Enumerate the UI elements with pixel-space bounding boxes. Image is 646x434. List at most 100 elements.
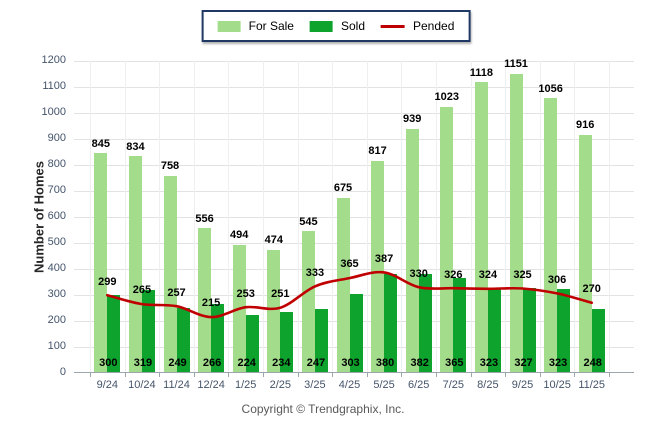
bar-sold [314, 308, 328, 373]
x-axis-tick [124, 373, 126, 377]
for-sale-value-label: 845 [91, 137, 110, 150]
x-tick-label: 5/25 [373, 379, 395, 391]
sold-value-label: 234 [272, 357, 291, 370]
for-sale-value-label: 474 [264, 234, 283, 247]
bar-sold [245, 314, 259, 373]
x-axis-tick [539, 373, 541, 377]
x-axis-tick [609, 373, 610, 377]
h-gridline [74, 217, 634, 218]
sold-value-label: 319 [133, 357, 153, 370]
pended-value-label: 326 [444, 268, 463, 281]
y-tick-label: 500 [47, 236, 66, 248]
pended-value-label: 215 [201, 297, 221, 310]
h-gridline [74, 243, 634, 244]
pended-line-swatch-icon [381, 24, 406, 28]
x-tick-label: 7/25 [442, 379, 465, 391]
x-axis-tick [332, 373, 334, 377]
x-axis-tick [574, 373, 576, 377]
legend-label-for-sale: For Sale [248, 19, 294, 33]
sold-value-label: 323 [548, 357, 568, 370]
y-tick-label: 1200 [41, 54, 66, 66]
bar-for-sale [544, 98, 558, 373]
legend-item-for-sale: For Sale [217, 19, 294, 33]
bar-for-sale [267, 249, 281, 373]
v-gridline [539, 61, 541, 373]
for-sale-value-label: 758 [160, 160, 180, 173]
legend: For Sale Sold Pended [201, 10, 471, 42]
v-gridline [470, 61, 472, 373]
x-tick-label: 2/25 [269, 379, 292, 391]
v-gridline [609, 61, 610, 373]
for-sale-value-label: 545 [299, 215, 318, 228]
sold-value-label: 266 [202, 357, 222, 370]
v-gridline [193, 61, 195, 373]
bar-for-sale [405, 128, 419, 373]
x-axis-line [74, 372, 634, 373]
for-sale-value-label: 1023 [434, 91, 460, 104]
pended-value-label: 387 [374, 252, 394, 265]
for-sale-value-label: 939 [403, 113, 422, 126]
y-axis-labels: 0 100 200 300 400 500 600 700 800 900 1000 1100 1200 [26, 54, 66, 378]
sold-value-label: 365 [445, 357, 464, 370]
h-gridline [74, 139, 634, 140]
y-tick-label: 400 [47, 262, 66, 274]
x-axis-tick [470, 373, 472, 377]
v-gridline [159, 61, 161, 373]
pended-value-label: 365 [340, 258, 359, 271]
sold-value-label: 303 [341, 357, 360, 370]
pended-value-label: 257 [167, 286, 186, 299]
x-axis-tick [436, 373, 437, 377]
pended-value-label: 270 [582, 283, 601, 296]
bar-for-sale [94, 153, 108, 373]
h-gridline [74, 269, 634, 270]
v-gridline [332, 61, 334, 373]
copyright-text: Copyright © Trendgraphix, Inc. [241, 402, 405, 416]
for-sale-value-label: 494 [230, 228, 249, 241]
v-gridline [263, 61, 264, 373]
pended-value-label: 265 [132, 284, 152, 297]
legend-label-pended: Pended [413, 19, 455, 33]
pended-value-label: 253 [236, 287, 255, 300]
sold-swatch-icon [309, 20, 333, 32]
pended-value-label: 324 [478, 269, 498, 282]
sold-value-label: 323 [479, 357, 499, 370]
x-axis-tick [366, 373, 368, 377]
v-gridline [124, 61, 126, 373]
x-axis-tick [505, 373, 507, 377]
bar-for-sale [232, 244, 246, 373]
bar-sold [211, 303, 225, 373]
y-tick-label: 1000 [41, 106, 66, 118]
v-gridline [436, 61, 437, 373]
x-tick-label: 8/25 [477, 379, 499, 391]
sold-value-label: 249 [168, 357, 187, 370]
sold-value-label: 248 [583, 357, 602, 370]
h-gridline [74, 87, 634, 88]
bar-for-sale [336, 197, 350, 373]
x-tick-label: 1/25 [234, 379, 257, 391]
x-tick-label: 3/25 [304, 379, 326, 391]
x-tick-label: 10/24 [128, 379, 156, 391]
x-axis-tick [228, 373, 230, 377]
v-gridline [90, 61, 91, 373]
pended-value-label: 325 [513, 268, 532, 281]
bar-for-sale [440, 107, 454, 373]
v-gridline [228, 61, 230, 373]
pended-value-label: 330 [409, 267, 428, 280]
y-tick-label: 800 [47, 158, 66, 170]
bar-sold [176, 308, 190, 373]
x-tick-label: 12/24 [197, 379, 225, 391]
sold-value-label: 247 [306, 357, 326, 370]
for-sale-value-label: 834 [126, 140, 145, 153]
bar-sold [280, 312, 294, 373]
h-gridline [74, 165, 634, 166]
sold-value-label: 224 [237, 357, 256, 370]
bar-for-sale [128, 156, 142, 373]
x-axis-tick [159, 373, 161, 377]
x-axis-tick [401, 373, 403, 377]
v-gridline [574, 61, 576, 373]
x-tick-label: 11/24 [163, 379, 190, 391]
x-axis-tick [193, 373, 195, 377]
y-tick-label: 200 [47, 314, 66, 326]
legend-item-sold: Sold [309, 20, 365, 32]
